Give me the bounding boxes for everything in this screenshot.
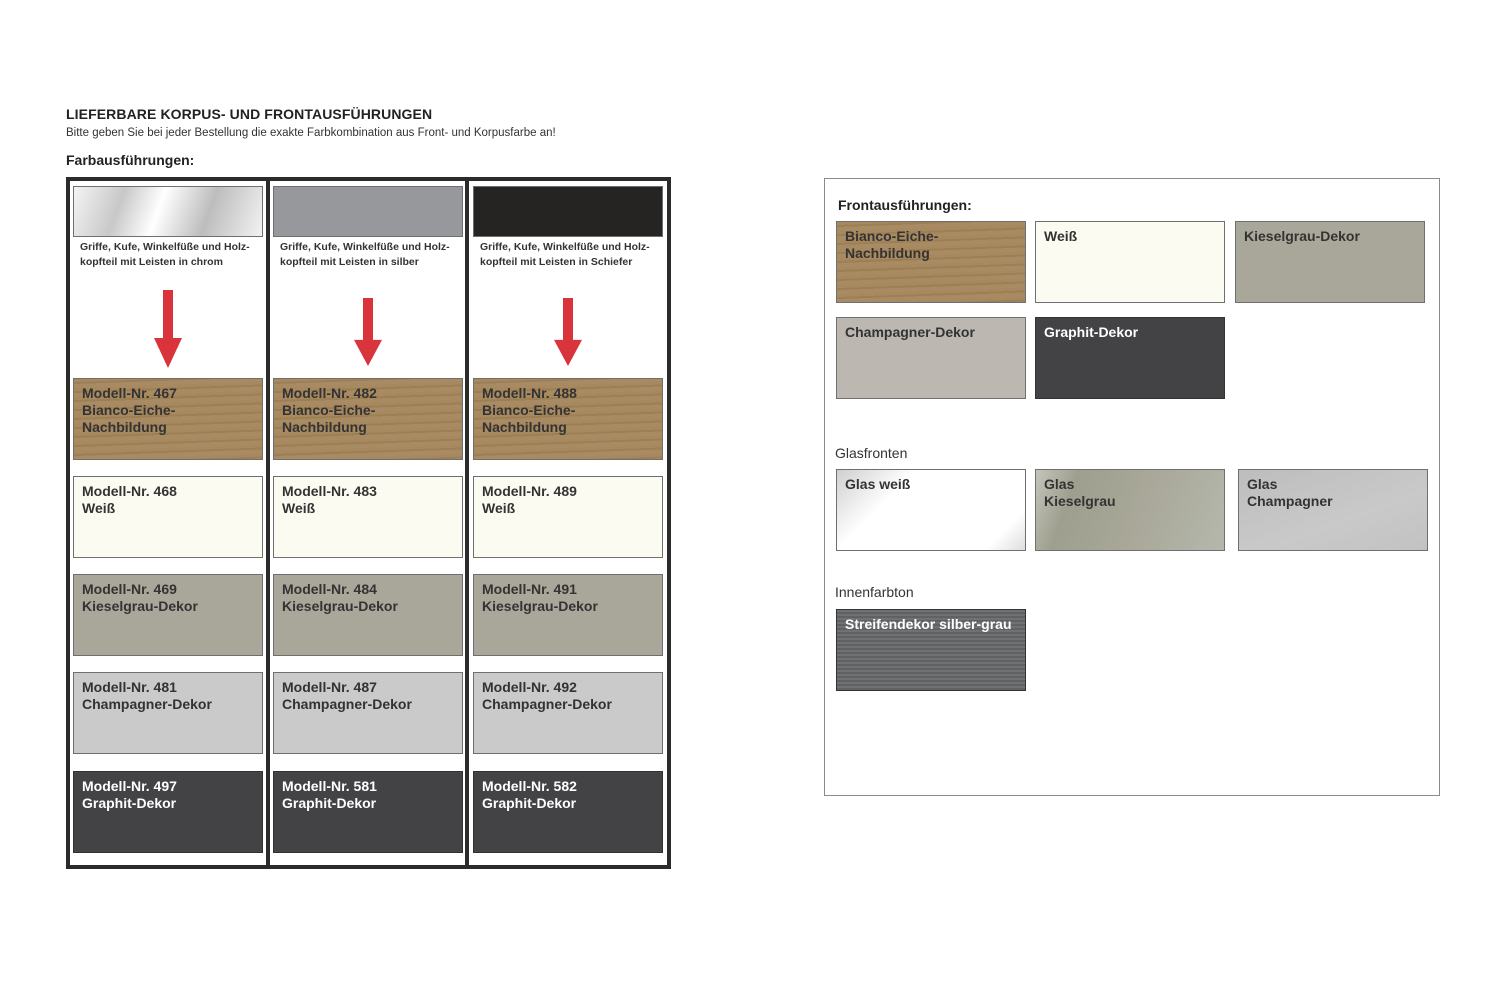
interior-swatch: Streifendekor silber-grau: [836, 609, 1026, 691]
interior-title: Innenfarbton: [835, 584, 914, 600]
model-swatch: Modell-Nr. 497 Graphit-Dekor: [73, 771, 263, 853]
glass-swatch: Glas Kieselgrau: [1035, 469, 1225, 551]
arrow-down-icon: [154, 290, 182, 368]
model-swatch: Modell-Nr. 468 Weiß: [73, 476, 263, 558]
hardware-description: Griffe, Kufe, Winkelfüße und Holz- kopft…: [80, 241, 250, 268]
hardware-swatch-chrom: [73, 186, 263, 237]
hardware-swatch-silber: [273, 186, 463, 237]
fronts-title: Frontausführungen:: [838, 197, 972, 213]
front-swatch: Weiß: [1035, 221, 1225, 303]
model-swatch: Modell-Nr. 467 Bianco-Eiche- Nachbildung: [73, 378, 263, 460]
hardware-swatch-schiefer: [473, 186, 663, 237]
model-swatch: Modell-Nr. 482 Bianco-Eiche- Nachbildung: [273, 378, 463, 460]
front-swatch: Champagner-Dekor: [836, 317, 1026, 399]
model-swatch: Modell-Nr. 581 Graphit-Dekor: [273, 771, 463, 853]
hardware-description: Griffe, Kufe, Winkelfüße und Holz- kopft…: [280, 241, 450, 268]
glass-swatch: Glas weiß: [836, 469, 1026, 551]
fronts-panel: [824, 178, 1440, 796]
front-swatch: Graphit-Dekor: [1035, 317, 1225, 399]
glass-swatch: Glas Champagner: [1238, 469, 1428, 551]
arrow-down-icon: [354, 298, 382, 366]
section-title: Farbausführungen:: [66, 152, 195, 168]
page-title: LIEFERBARE KORPUS- UND FRONTAUSFÜHRUNGEN: [66, 106, 433, 122]
model-swatch: Modell-Nr. 481 Champagner-Dekor: [73, 672, 263, 754]
hardware-description: Griffe, Kufe, Winkelfüße und Holz- kopft…: [480, 241, 650, 268]
front-swatch: Kieselgrau-Dekor: [1235, 221, 1425, 303]
arrow-down-icon: [554, 298, 582, 366]
model-swatch: Modell-Nr. 489 Weiß: [473, 476, 663, 558]
page-subtitle: Bitte geben Sie bei jeder Bestellung die…: [66, 127, 556, 139]
model-swatch: Modell-Nr. 483 Weiß: [273, 476, 463, 558]
model-swatch: Modell-Nr. 491 Kieselgrau-Dekor: [473, 574, 663, 656]
model-swatch: Modell-Nr. 492 Champagner-Dekor: [473, 672, 663, 754]
glass-title: Glasfronten: [835, 445, 908, 461]
model-swatch: Modell-Nr. 582 Graphit-Dekor: [473, 771, 663, 853]
model-swatch: Modell-Nr. 484 Kieselgrau-Dekor: [273, 574, 463, 656]
front-swatch: Bianco-Eiche- Nachbildung: [836, 221, 1026, 303]
column-divider: [266, 177, 270, 869]
model-swatch: Modell-Nr. 469 Kieselgrau-Dekor: [73, 574, 263, 656]
model-swatch: Modell-Nr. 488 Bianco-Eiche- Nachbildung: [473, 378, 663, 460]
model-swatch: Modell-Nr. 487 Champagner-Dekor: [273, 672, 463, 754]
column-divider: [465, 177, 469, 869]
